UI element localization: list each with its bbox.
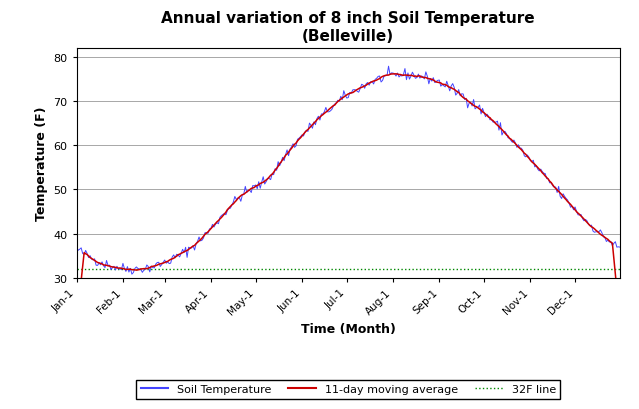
Title: Annual variation of 8 inch Soil Temperature
(Belleville): Annual variation of 8 inch Soil Temperat… (162, 11, 535, 44)
X-axis label: Time (Month): Time (Month) (301, 322, 396, 335)
Y-axis label: Temperature (F): Temperature (F) (35, 106, 48, 221)
Legend: Soil Temperature, 11-day moving average, 32F line: Soil Temperature, 11-day moving average,… (136, 380, 560, 399)
